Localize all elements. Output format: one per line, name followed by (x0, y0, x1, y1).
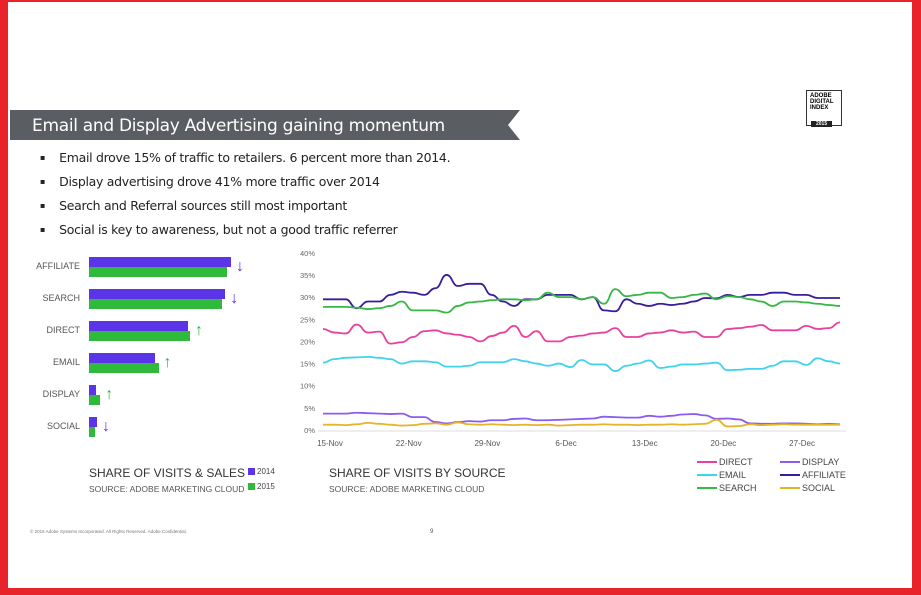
bar-category-label: DIRECT (46, 325, 81, 335)
y-tick-label: 40% (300, 249, 315, 258)
bullet-item: Search and Referral sources still most i… (40, 196, 450, 220)
legend-label: 2015 (257, 482, 275, 491)
x-tick-label: 22-Nov (396, 439, 422, 448)
bar-2015-display (89, 395, 101, 405)
bar-2015-affiliate (89, 267, 227, 277)
y-tick-label: 35% (300, 271, 315, 280)
x-tick-label: 29-Nov (474, 439, 500, 448)
bullet-item: Display advertising drove 41% more traff… (40, 172, 450, 196)
bar-2014-search (89, 289, 226, 299)
legend-swatch (697, 474, 717, 476)
legend-item-email: EMAIL (697, 470, 746, 480)
x-tick-label: 27-Dec (789, 439, 815, 448)
bar-2015-direct (89, 331, 191, 341)
adobe-digital-index-logo: ADOBE DIGITAL INDEX 2015 (806, 90, 842, 127)
legend-item-affiliate: AFFILIATE (780, 470, 846, 480)
bar-category-label: DISPLAY (42, 389, 80, 399)
copyright-footer: © 2015 Adobe Systems Incorporated. All R… (30, 529, 187, 534)
slide-title: Email and Display Advertising gaining mo… (32, 116, 445, 136)
line-series-email (322, 356, 841, 372)
bar-2014-email (89, 353, 155, 363)
line-series-search (322, 288, 841, 314)
bar-category-label: SEARCH (42, 293, 80, 303)
legend-swatch (697, 487, 717, 489)
legend-item-search: SEARCH (697, 483, 757, 493)
x-tick-label: 20-Dec (711, 439, 737, 448)
line-chart-source: SOURCE: ADOBE MARKETING CLOUD (329, 484, 485, 494)
x-tick-label: 15-Nov (317, 439, 343, 448)
y-tick-label: 30% (300, 293, 315, 302)
trend-arrow-up-icon: ↑ (105, 386, 114, 403)
bar-2014-direct (89, 321, 189, 331)
logo-year: 2015 (811, 121, 833, 127)
x-tick-label: 13-Dec (632, 439, 658, 448)
line-series-display (323, 411, 841, 426)
bar-2014-affiliate (89, 257, 231, 267)
legend-swatch (780, 461, 800, 463)
trend-arrow-down-icon: ↓ (230, 290, 239, 307)
logo-line: INDEX (810, 105, 829, 111)
trend-arrow-down-icon: ↓ (101, 418, 110, 435)
line-chart-title: SHARE OF VISITS BY SOURCE (329, 466, 506, 480)
legend-label: AFFILIATE (802, 470, 846, 480)
legend-swatch (780, 474, 800, 476)
bar-chart-source: SOURCE: ADOBE MARKETING CLOUD (89, 484, 245, 494)
legend-swatch (697, 461, 717, 463)
legend-item-direct: DIRECT (697, 457, 753, 467)
page-number: 9 (430, 529, 434, 535)
legend-label: EMAIL (719, 470, 747, 480)
legend-label: DIRECT (719, 457, 753, 467)
bar-2015-social (89, 427, 96, 437)
bullet-item: Email drove 15% of traffic to retailers.… (40, 148, 450, 172)
bar-2015-email (89, 363, 159, 373)
bar-2014-display (89, 385, 97, 395)
title-banner (10, 110, 520, 140)
line-series-affiliate (322, 274, 841, 313)
y-tick-label: 20% (300, 337, 315, 346)
y-tick-label: 0% (304, 426, 315, 435)
logo-line: ADOBE (810, 93, 832, 99)
x-tick-label: 6-Dec (555, 439, 576, 448)
y-tick-label: 5% (304, 404, 315, 413)
bar-category-label: EMAIL (52, 357, 80, 367)
legend-swatch (780, 487, 800, 489)
legend-label: SOCIAL (802, 483, 836, 493)
legend-label: DISPLAY (802, 457, 840, 467)
legend-item-social: SOCIAL (780, 483, 835, 493)
y-tick-label: 25% (300, 315, 315, 324)
y-tick-label: 15% (300, 360, 315, 369)
y-tick-label: 10% (300, 382, 315, 391)
bullet-item: Social is key to awareness, but not a go… (40, 220, 450, 244)
bar-2014-social (89, 417, 97, 427)
trend-arrow-up-icon: ↑ (163, 354, 172, 371)
trend-arrow-up-icon: ↑ (195, 322, 204, 339)
legend-2014: 2014 (248, 467, 275, 476)
legend-label: 2014 (257, 467, 275, 476)
bar-chart-title: SHARE OF VISITS & SALES (89, 466, 246, 480)
bar-category-label: AFFILIATE (36, 261, 80, 271)
trend-arrow-down-icon: ↓ (235, 258, 244, 275)
logo-line: DIGITAL (810, 99, 834, 105)
bar-category-label: SOCIAL (46, 421, 80, 431)
bullet-list: Email drove 15% of traffic to retailers.… (40, 148, 450, 244)
legend-item-display: DISPLAY (780, 457, 839, 467)
legend-label: SEARCH (719, 483, 757, 493)
bar-2015-search (89, 299, 222, 309)
legend-2015: 2015 (248, 482, 275, 491)
line-series-social (323, 418, 841, 428)
line-series-direct (322, 321, 841, 345)
